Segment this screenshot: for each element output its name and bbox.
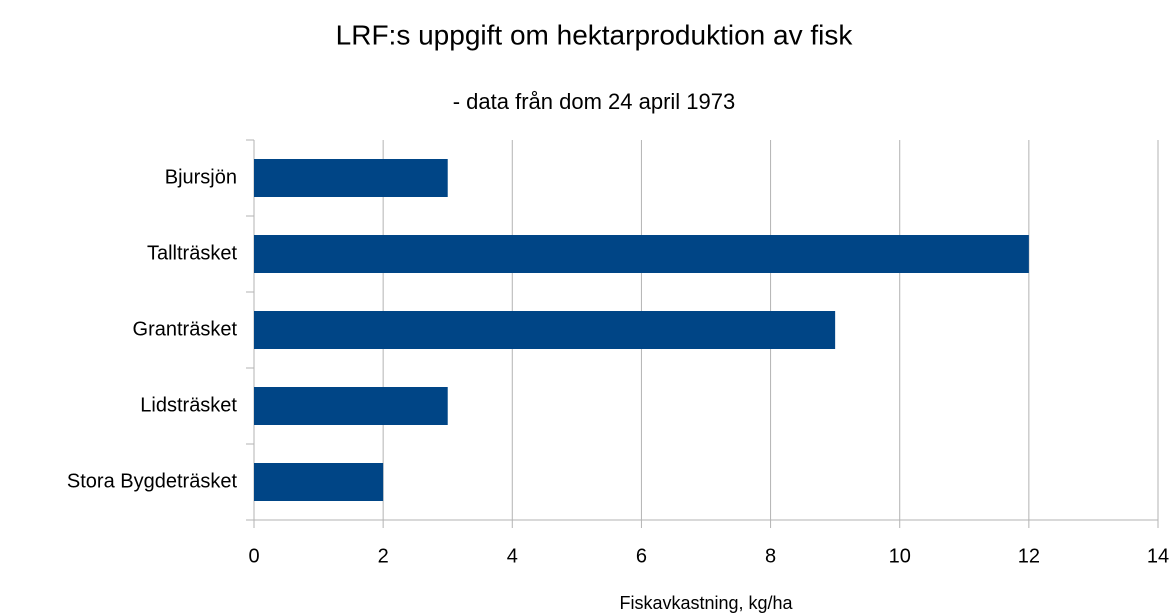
bar bbox=[254, 235, 1029, 273]
chart-title: LRF:s uppgift om hektarproduktion av fis… bbox=[336, 19, 854, 50]
bar bbox=[254, 159, 448, 197]
bar bbox=[254, 387, 448, 425]
chart-subtitle: - data från dom 24 april 1973 bbox=[453, 89, 736, 114]
x-tick-label: 10 bbox=[889, 545, 911, 567]
x-tick-label: 0 bbox=[248, 545, 259, 567]
x-tick-label: 8 bbox=[765, 545, 776, 567]
x-tick-label: 6 bbox=[636, 545, 647, 567]
x-tick-label: 4 bbox=[507, 545, 518, 567]
y-tick-label: Stora Bygdeträsket bbox=[67, 470, 238, 492]
y-tick-label: Tallträsket bbox=[147, 242, 237, 264]
bar bbox=[254, 463, 384, 501]
x-tick-label: 14 bbox=[1147, 545, 1169, 567]
bar bbox=[254, 311, 836, 349]
x-tick-label: 2 bbox=[378, 545, 389, 567]
y-tick-label: Bjursjön bbox=[165, 166, 237, 188]
x-axis-label: Fiskavkastning, kg/ha bbox=[619, 593, 793, 613]
y-tick-label: Granträsket bbox=[133, 318, 238, 340]
x-tick-label: 12 bbox=[1018, 545, 1040, 567]
y-tick-label: Lidsträsket bbox=[140, 394, 237, 416]
